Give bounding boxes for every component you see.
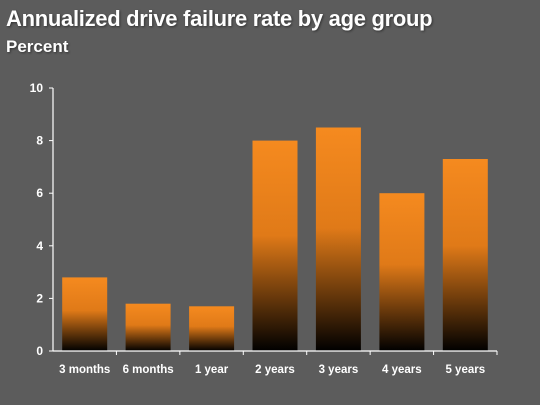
bar-1 — [125, 303, 171, 351]
x-tick-label-3: 2 years — [255, 364, 295, 376]
x-tick-labels-group: 3 months 6 months 1 year 2 years 3 years 4 ye… — [59, 364, 485, 376]
bar-0 — [62, 277, 108, 351]
bar-4 — [315, 127, 361, 351]
y-tick-label-0: 0 — [36, 344, 43, 358]
bar-6 — [442, 159, 488, 351]
y-tick-label-1: 2 — [36, 291, 43, 305]
y-tick-label-2: 4 — [36, 239, 43, 253]
chart-title: Annualized drive failure rate by age gro… — [6, 6, 433, 31]
bar-5 — [379, 193, 425, 351]
y-tick-label-5: 10 — [30, 81, 44, 95]
y-tick-label-3: 6 — [36, 186, 43, 200]
bar-2 — [189, 306, 235, 351]
x-tick-label-4: 3 years — [319, 364, 359, 376]
x-tick-label-5: 4 years — [382, 364, 422, 376]
x-tick-label-1: 6 months — [123, 364, 174, 376]
x-tick-label-6: 5 years — [445, 364, 485, 376]
axes-group — [49, 87, 498, 355]
y-tick-labels-group: 0 2 4 6 8 10 — [30, 81, 44, 358]
x-tick-label-2: 1 year — [195, 364, 229, 376]
bar-3 — [252, 140, 298, 351]
x-tick-label-0: 3 months — [59, 364, 110, 376]
y-tick-label-4: 8 — [36, 134, 43, 148]
bars-group — [62, 127, 488, 351]
chart-subtitle: Percent — [6, 37, 69, 56]
